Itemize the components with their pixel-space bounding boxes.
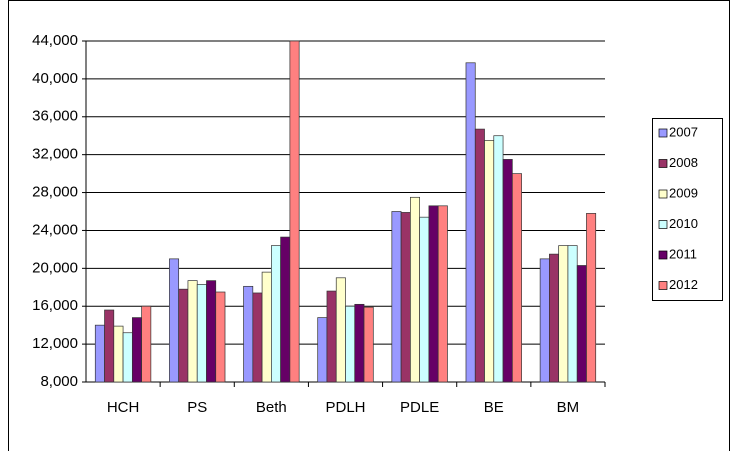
bar [104, 309, 115, 383]
bar [215, 291, 226, 383]
bar [465, 62, 476, 383]
y-tick-label: 20,000 [32, 259, 78, 276]
legend: 2007 2008 2009 2010 2011 2012 [652, 118, 723, 301]
bar [400, 212, 411, 383]
bar [271, 245, 281, 383]
bar [122, 332, 133, 383]
bar [113, 325, 124, 383]
legend-label: 2011 [669, 246, 697, 261]
legend-label: 2009 [669, 185, 698, 200]
legend-swatch [658, 189, 668, 199]
bar [187, 280, 198, 383]
bar [474, 128, 485, 383]
y-tick-label: 24,000 [32, 221, 78, 238]
bar [335, 277, 346, 383]
bar [363, 306, 374, 383]
legend-label: 2008 [669, 155, 698, 170]
legend-label: 2007 [669, 124, 698, 139]
bar [549, 253, 560, 383]
y-tick-label: 8,000 [40, 373, 78, 390]
legend-label: 2012 [669, 277, 698, 292]
bar [94, 324, 105, 383]
y-tick-label: 16,000 [32, 297, 78, 314]
bar [511, 173, 522, 383]
y-tick-label: 40,000 [32, 70, 78, 87]
bar [141, 305, 152, 383]
legend-swatch [658, 281, 668, 290]
y-tick-label: 32,000 [32, 146, 78, 163]
x-tick-label: PS [187, 399, 207, 416]
bar [261, 271, 272, 383]
bar [576, 265, 587, 383]
bar [410, 196, 420, 383]
bar [317, 317, 328, 383]
bar [493, 135, 504, 383]
bar [131, 317, 142, 383]
bar [502, 159, 513, 383]
bar [280, 236, 291, 383]
bar [539, 258, 550, 383]
y-tick-label: 28,000 [32, 184, 78, 201]
x-tick-label: Beth [256, 399, 287, 416]
bar [326, 290, 337, 383]
bar [428, 205, 439, 383]
bar [484, 140, 495, 383]
bar [345, 305, 356, 383]
legend-swatch [658, 250, 668, 260]
bar [289, 40, 300, 383]
x-tick-label: BM [557, 399, 580, 416]
bar [437, 205, 448, 383]
x-tick-label: PDLE [400, 399, 439, 416]
bar [169, 258, 180, 383]
legend-swatch [658, 128, 668, 138]
legend-swatch [658, 220, 668, 229]
bar [243, 285, 254, 383]
bar [178, 288, 189, 383]
bar [391, 211, 402, 383]
legend-label: 2010 [669, 216, 698, 231]
bar [419, 216, 430, 383]
y-tick-label: 36,000 [32, 108, 78, 125]
legend-box [652, 118, 723, 301]
bar [558, 245, 569, 383]
y-tick-label: 44,000 [32, 32, 78, 49]
chart-frame [8, 0, 730, 451]
bar [196, 284, 207, 383]
bar [354, 303, 365, 383]
bar [252, 292, 263, 383]
x-tick-label: PDLH [325, 399, 365, 416]
bar [586, 213, 597, 383]
bar [567, 245, 578, 383]
bar [206, 280, 217, 383]
x-tick-label: BE [484, 399, 504, 416]
y-tick-label: 12,000 [32, 335, 78, 352]
x-tick-label: HCH [107, 399, 140, 416]
legend-swatch [658, 159, 668, 168]
